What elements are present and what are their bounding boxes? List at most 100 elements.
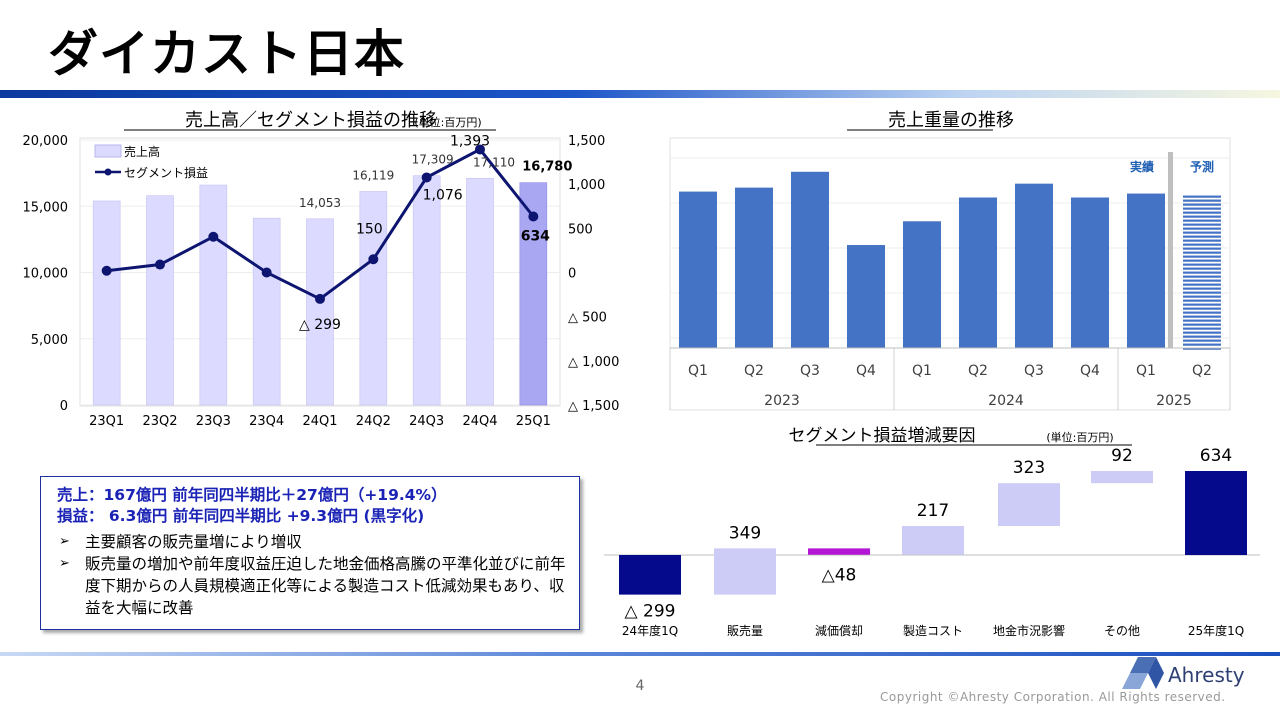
forecast-bar-stripe xyxy=(1183,219,1221,222)
forecast-bar-stripe xyxy=(1183,347,1221,350)
summary-bullet-text: 主要顧客の販売量増により増収 xyxy=(85,533,302,551)
summary-bullets: ➢ 主要顧客の販売量増により増収 ➢ 販売量の増加や前年度収益圧迫した地金価格高騰の… xyxy=(41,531,579,619)
forecast-bar-stripe xyxy=(1183,255,1221,258)
footer-bar xyxy=(0,652,1280,656)
legend-profit-label: セグメント損益 xyxy=(124,165,208,180)
summary-bullet-text: 販売量の増加や前年度収益圧迫した地金価格高騰の平準化並びに前年度下期からの人員規… xyxy=(85,555,566,617)
chart1-category-label: 24Q3 xyxy=(409,414,444,429)
forecast-bar-stripe xyxy=(1183,215,1221,218)
forecast-bar-stripe xyxy=(1183,291,1221,294)
chart3-categories: 24年度1Q 販売量 減価償却 製造コスト 地金市況影響 その他 25年度1Q xyxy=(622,623,1244,638)
chart2-year-label: 2025 xyxy=(1156,393,1192,409)
waterfall-bar xyxy=(998,483,1060,526)
logo-mark xyxy=(1122,673,1148,689)
chart2-quarter-label: Q1 xyxy=(688,363,708,379)
chart1-bars xyxy=(92,175,548,406)
ahresty-logo: Ahresty xyxy=(1122,657,1245,689)
forecast-bar-stripe xyxy=(1183,195,1221,198)
waterfall-bar xyxy=(714,548,776,595)
forecast-bar-stripe xyxy=(1183,251,1221,254)
chart1-left-tick: 0 xyxy=(60,399,68,414)
title-underline xyxy=(0,90,1280,98)
forecast-bar-stripe xyxy=(1183,311,1221,314)
chart1-left-tick: 5,000 xyxy=(31,333,68,348)
chart1-categories: 23Q1 23Q2 23Q3 23Q4 24Q1 24Q2 24Q3 24Q4 25Q1 xyxy=(89,414,551,429)
chart3-unit: (単位:百万円) xyxy=(1046,430,1113,444)
bullet-arrow-icon: ➢ xyxy=(59,556,70,571)
forecast-bar-stripe xyxy=(1183,307,1221,310)
forecast-bar-stripe xyxy=(1183,259,1221,262)
profit-data-label: △ 299 xyxy=(299,317,341,333)
chart2-year-label: 2024 xyxy=(988,393,1024,409)
forecast-bar-stripe xyxy=(1183,203,1221,206)
profit-marker xyxy=(528,211,539,222)
sales-bar xyxy=(466,177,494,406)
chart3-bars xyxy=(619,471,1247,595)
forecast-bar-stripe xyxy=(1183,287,1221,290)
page-title: ダイカスト日本 xyxy=(48,25,405,83)
forecast-bar-stripe xyxy=(1183,319,1221,322)
chart1-right-tick: 1,000 xyxy=(568,178,605,193)
sales-data-label: 16,119 xyxy=(352,168,394,182)
label-actual: 実績 xyxy=(1130,159,1154,174)
waterfall-bar xyxy=(808,548,870,555)
chart1-right-tick: △ 500 xyxy=(568,311,607,326)
profit-data-label: 1,076 xyxy=(423,187,463,203)
forecast-bar-stripe xyxy=(1183,331,1221,334)
legend-sales-label: 売上高 xyxy=(124,144,160,159)
chart2-year-label: 2023 xyxy=(764,393,800,409)
chart1-legend: 売上高 セグメント損益 xyxy=(94,144,208,180)
waterfall-category-label: その他 xyxy=(1104,624,1140,638)
forecast-bar-stripe xyxy=(1183,231,1221,234)
forecast-bar-stripe xyxy=(1183,271,1221,274)
bullet-arrow-icon: ➢ xyxy=(59,534,70,549)
chart2-quarter-label: Q1 xyxy=(1136,363,1156,379)
forecast-bar-stripe xyxy=(1183,223,1221,226)
chart2-plot-area xyxy=(669,137,1231,411)
summary-sales-line: 売上：167億円 前年同四半期比＋27億円（+19.4%） xyxy=(57,486,447,504)
sales-bar xyxy=(359,191,388,406)
sales-bar xyxy=(306,218,334,406)
chart1-category-label: 25Q1 xyxy=(516,414,551,429)
forecast-bar-stripe xyxy=(1183,315,1221,318)
summary-profit-line: 損益： 6.3億円 前年同四半期比 +9.3億円 (黒字化) xyxy=(57,507,425,525)
forecast-bar-stripe xyxy=(1183,207,1221,210)
summary-box: 売上：167億円 前年同四半期比＋27億円（+19.4%） 損益： 6.3億円 … xyxy=(40,476,580,630)
forecast-bar-stripe xyxy=(1183,327,1221,330)
logo-text: Ahresty xyxy=(1168,663,1245,687)
profit-data-label: 150 xyxy=(356,221,383,237)
forecast-bar-stripe xyxy=(1183,235,1221,238)
waterfall-bar xyxy=(902,525,964,555)
waterfall-category-label: 販売量 xyxy=(727,623,763,638)
forecast-bar-stripe xyxy=(1183,323,1221,326)
sales-data-label: 16,780 xyxy=(522,160,572,175)
waterfall-data-label: 634 xyxy=(1200,446,1232,466)
chart2-quarter-label: Q2 xyxy=(968,363,988,379)
logo-mark xyxy=(1148,657,1164,689)
profit-marker xyxy=(208,231,219,242)
chart1-right-tick: △ 1,000 xyxy=(568,355,619,370)
waterfall-data-label: 92 xyxy=(1111,446,1133,466)
forecast-bar-stripe xyxy=(1183,335,1221,338)
forecast-bar-stripe xyxy=(1183,303,1221,306)
chart1-right-tick: 0 xyxy=(568,267,576,282)
forecast-bar-stripe xyxy=(1183,267,1221,270)
sales-bar xyxy=(252,217,281,406)
chart1-data-labels: 14,053 16,119 17,309 17,110 16,780 △ 299 150 1,… xyxy=(299,133,572,332)
profit-marker xyxy=(315,293,325,304)
chart1-category-label: 24Q4 xyxy=(462,414,497,429)
weight-bar xyxy=(847,245,885,348)
sales-data-label: 17,309 xyxy=(412,153,454,167)
forecast-bar-stripe xyxy=(1183,247,1221,250)
profit-marker xyxy=(155,259,165,270)
forecast-bar-stripe xyxy=(1183,339,1221,342)
chart2-quarter-label: Q3 xyxy=(800,363,820,379)
weight-bar xyxy=(1127,193,1165,348)
profit-data-label: 634 xyxy=(521,228,550,244)
forecast-bar-stripe xyxy=(1183,275,1221,278)
summary-bullet: ➢ 主要顧客の販売量増により増収 xyxy=(57,531,579,553)
chart1-title: 売上高／セグメント損益の推移 xyxy=(185,110,437,131)
weight-bar xyxy=(791,171,829,348)
chart1-category-label: 23Q4 xyxy=(249,414,284,429)
chart3-title: セグメント損益増減要因 xyxy=(789,426,976,446)
